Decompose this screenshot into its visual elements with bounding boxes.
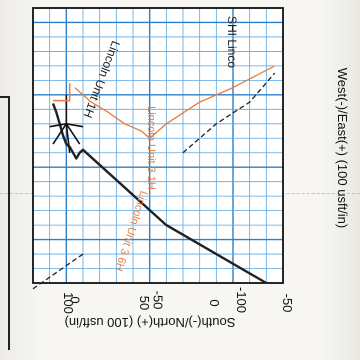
x-axis-label: West(-)/East(+) (100 usft/in) [335, 68, 350, 229]
y-tick-label: 100 [61, 292, 76, 314]
series-line-3 [32, 253, 84, 290]
pad-fan-line [49, 123, 67, 128]
pad-offset-mark [53, 83, 71, 102]
plot-area [33, 8, 283, 283]
pad-fan-line [65, 123, 71, 153]
frame-tick-mark [0, 96, 10, 98]
pad-fan-line [65, 123, 81, 145]
x-tick-label: 0 [67, 296, 82, 303]
y-tick-label: 0 [207, 299, 222, 306]
frame-line [8, 98, 10, 350]
x-tick-label: -50 [151, 291, 166, 310]
series-line-0 [51, 103, 267, 285]
series-line-2 [182, 72, 276, 154]
annotation-shi-linco: SHI Linco [225, 16, 239, 68]
series-line-1 [74, 65, 276, 139]
plot-border [32, 7, 284, 284]
y-axis-label: South(-)/North(+) (100 usft/in) [65, 315, 236, 330]
y-tick-label: 50 [137, 296, 152, 310]
y-tick-label: -50 [280, 294, 295, 313]
x-tick-label: -100 [234, 287, 249, 313]
pad-fan-line [52, 123, 68, 145]
annotation-lincoln-unit-3-1h: Lincoln Unit 3 1H [145, 106, 157, 190]
pad-fan-line [66, 123, 84, 128]
